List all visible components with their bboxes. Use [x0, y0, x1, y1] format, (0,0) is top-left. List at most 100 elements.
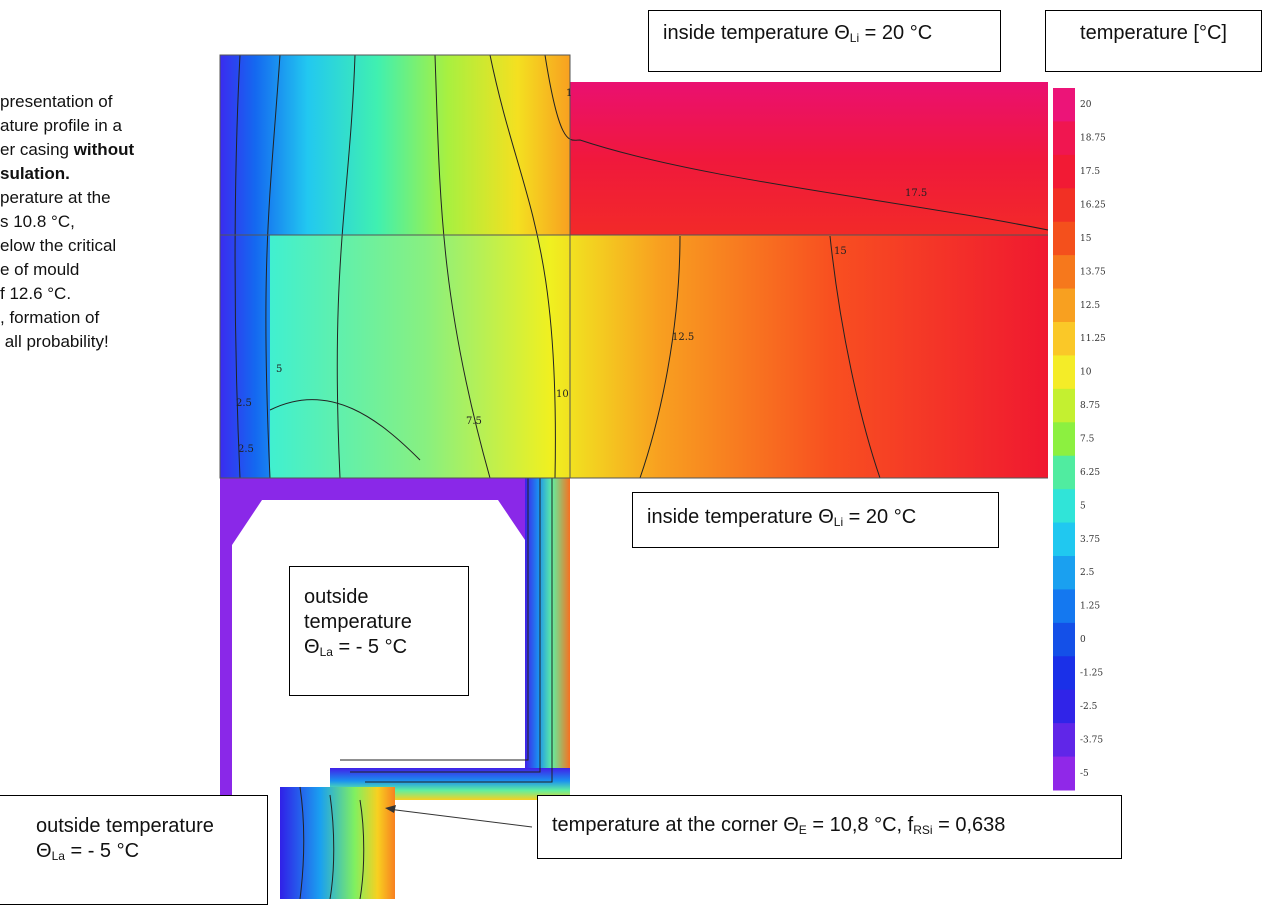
corner-label: temperature at the corner ΘE = 10,8 °C, …	[537, 795, 1122, 859]
scale-label: 18.75	[1080, 134, 1106, 144]
scale-label: 1.25	[1080, 602, 1100, 612]
inside-temp-label: inside temperature ΘLi = 20 °C	[648, 10, 1001, 72]
text-run: all probability!	[0, 332, 109, 351]
text-line: er casing without	[0, 138, 134, 162]
text-run: sulation.	[0, 164, 70, 183]
isotherm-label: 7.5	[466, 416, 482, 427]
text-line: all probability!	[0, 330, 134, 354]
scale-cell	[1053, 623, 1075, 657]
text-line: s 10.8 °C,	[0, 210, 134, 234]
text-run: inside temperature Θ	[647, 506, 834, 528]
scale-label: -3.75	[1080, 735, 1103, 745]
text-line: e of mould	[0, 258, 134, 282]
isotherm-label: 10	[556, 389, 569, 400]
isotherm-label: 2.5	[238, 444, 254, 455]
text-line: temperature [°C]	[1060, 21, 1247, 46]
text-run: elow the critical	[0, 236, 116, 255]
text-run: inside temperature Θ	[663, 22, 850, 44]
text-run: = 20 °C	[843, 506, 916, 528]
scale-label: 7.5	[1080, 435, 1095, 445]
text-run: f 12.6 °C.	[0, 284, 71, 303]
scale-label: 6.25	[1080, 468, 1100, 478]
text-line: temperature at the corner ΘE = 10,8 °C, …	[552, 813, 1107, 843]
text-run: without	[74, 140, 134, 159]
text-run: outside temperature	[36, 815, 214, 837]
text-run: ature profile in a	[0, 116, 122, 135]
isotherm-label: 17.5	[905, 188, 927, 199]
scale-cell	[1053, 757, 1075, 791]
scale-label: -2.5	[1080, 702, 1098, 712]
inside-temp-label: inside temperature ΘLi = 20 °C	[632, 492, 999, 548]
scale-label: 5	[1080, 501, 1086, 511]
text-line: inside temperature ΘLi = 20 °C	[663, 21, 986, 51]
inside-upper-region	[570, 82, 1048, 236]
scale-cell	[1053, 523, 1075, 557]
text-run: La	[52, 849, 65, 863]
text-line: elow the critical	[0, 234, 134, 258]
scale-label: 20	[1080, 100, 1092, 110]
text-run: er casing	[0, 140, 74, 159]
casing-foot	[280, 787, 395, 899]
scale-label: -1.25	[1080, 669, 1103, 679]
text-line: temperature	[304, 610, 454, 635]
scale-cell	[1053, 489, 1075, 523]
isotherm-label: 1	[566, 88, 572, 99]
casing-wall	[525, 478, 570, 800]
scale-cell	[1053, 289, 1075, 323]
scale-cell	[1053, 656, 1075, 690]
text-line: ΘLa = - 5 °C	[304, 635, 454, 665]
scale-label: 10	[1080, 368, 1092, 378]
text-line: outside	[304, 585, 454, 610]
scale-cell	[1053, 255, 1075, 289]
text-run: = 20 °C	[859, 22, 932, 44]
scale-label: 15	[1080, 234, 1092, 244]
text-run: perature at the	[0, 188, 111, 207]
text-run: temperature	[304, 611, 412, 633]
text-run: Li	[834, 515, 843, 529]
scale-cell	[1053, 556, 1075, 590]
text-line: ature profile in a	[0, 114, 134, 138]
text-run: outside	[304, 586, 369, 608]
scale-label: 11.25	[1080, 334, 1106, 344]
text-run: Θ	[304, 636, 320, 658]
scale-title: temperature [°C]	[1045, 10, 1262, 72]
text-run: Θ	[36, 840, 52, 862]
thermal-drawing: 17.51512.5107.552.52.51 2018.7517.516.25…	[0, 0, 1278, 899]
scale-cell	[1053, 589, 1075, 623]
page: {"left_note": {"lines": [ [{"text": "pre…	[0, 0, 1278, 899]
isotherm-label: 2.5	[236, 398, 252, 409]
scale-label: 3.75	[1080, 535, 1100, 545]
isotherm-label: 12.5	[672, 332, 694, 343]
arrow	[388, 809, 532, 827]
text-run: Li	[850, 31, 859, 45]
scale-cell	[1053, 723, 1075, 757]
scale-label: -5	[1080, 769, 1089, 779]
text-line: perature at the	[0, 186, 134, 210]
scale-label: 16.25	[1080, 201, 1106, 211]
scale-cell	[1053, 422, 1075, 456]
isotherm-label: 15	[834, 246, 847, 257]
text-line: sulation.	[0, 162, 134, 186]
scale-label: 13.75	[1080, 267, 1106, 277]
scale-label: 0	[1080, 635, 1086, 645]
text-run: , formation of	[0, 308, 99, 327]
inside-lower-region	[270, 235, 1048, 478]
text-run: = 10,8 °C, f	[807, 814, 913, 836]
scale-cell	[1053, 389, 1075, 423]
text-run: temperature at the corner Θ	[552, 814, 799, 836]
text-run: s 10.8 °C,	[0, 212, 75, 231]
scale-cell	[1053, 188, 1075, 222]
scale-cell	[1053, 355, 1075, 389]
scale-cell	[1053, 155, 1075, 189]
text-line: inside temperature ΘLi = 20 °C	[647, 505, 984, 535]
text-run: = - 5 °C	[65, 840, 139, 862]
text-run: RSi	[913, 823, 932, 837]
scale-cell	[1053, 690, 1075, 724]
scale-cell	[1053, 456, 1075, 490]
text-line: presentation of	[0, 90, 134, 114]
scale-cell	[1053, 88, 1075, 122]
text-run: La	[320, 645, 333, 659]
text-line: ΘLa = - 5 °C	[36, 839, 267, 869]
